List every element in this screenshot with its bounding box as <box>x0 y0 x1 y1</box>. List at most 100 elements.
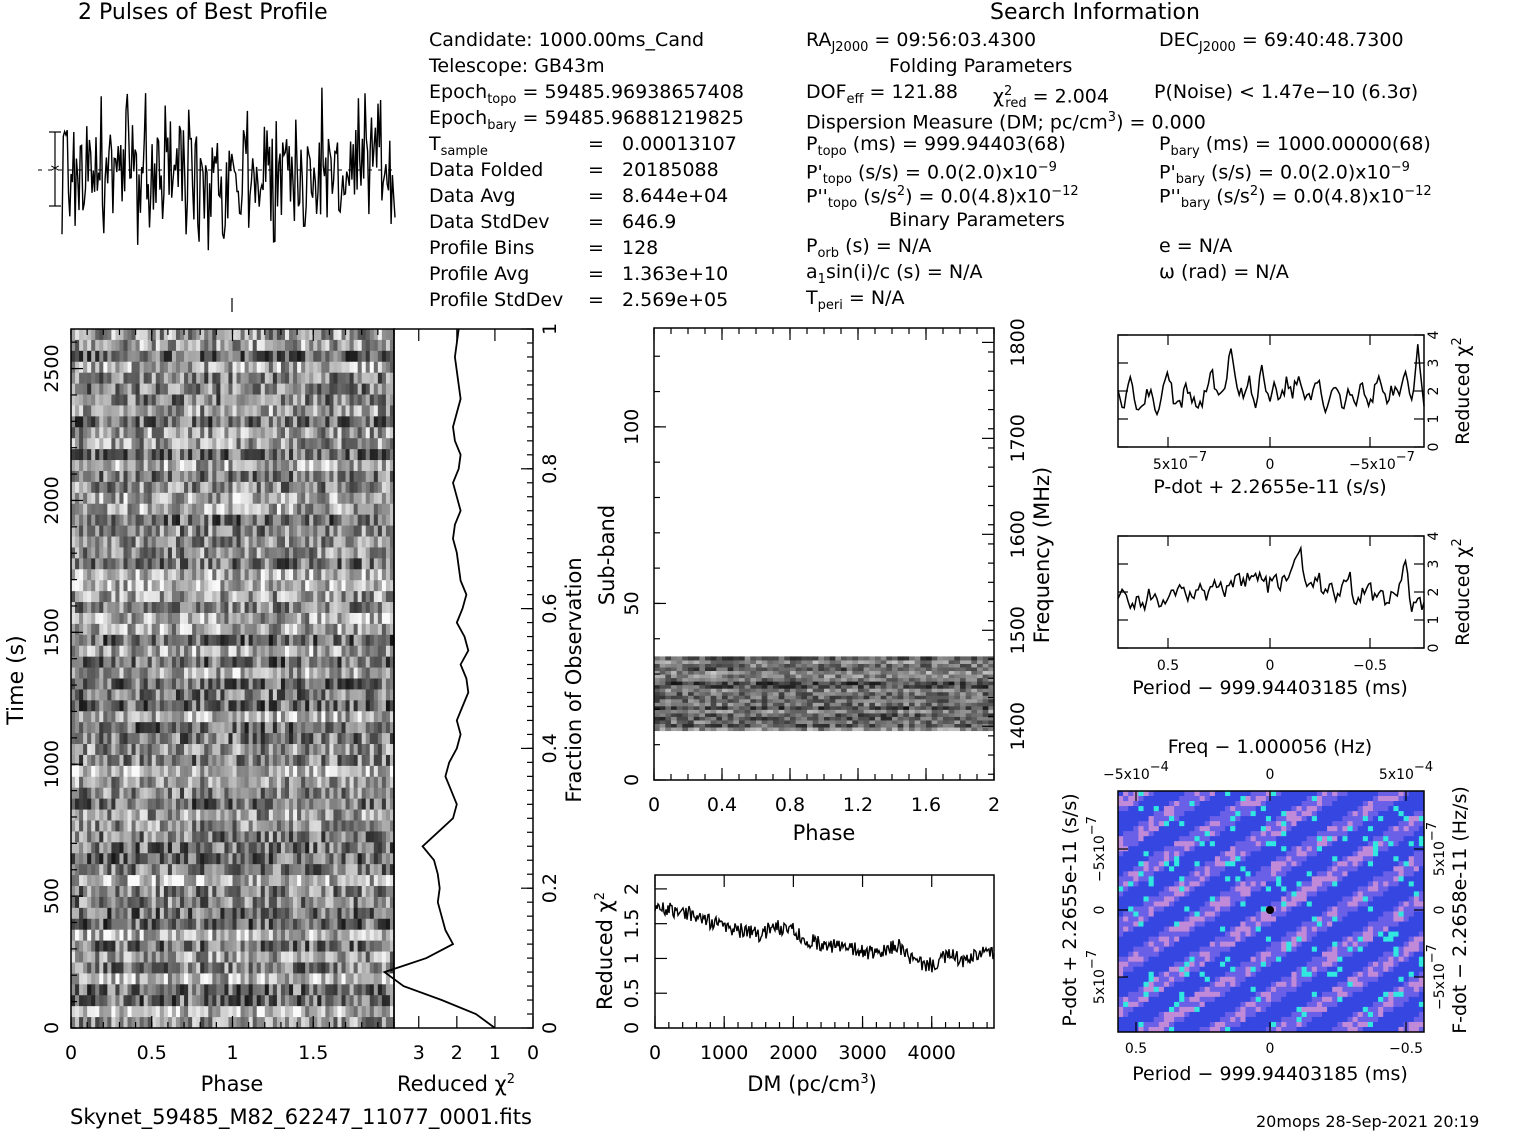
time-phase-cell <box>212 886 217 898</box>
time-phase-cell <box>325 350 330 363</box>
time-phase-cell <box>200 776 205 789</box>
time-phase-cell <box>196 809 201 822</box>
time-phase-cell <box>345 776 351 789</box>
time-phase-cell <box>79 776 84 789</box>
time-phase-cell <box>107 754 112 767</box>
time-phase-cell <box>313 383 318 396</box>
time-phase-cell <box>373 667 379 680</box>
ptopo-sub: topo <box>817 143 847 159</box>
time-phase-cell <box>309 394 314 407</box>
time-phase-cell <box>220 667 226 680</box>
time-phase-cell <box>264 864 270 876</box>
time-phase-cell <box>208 383 213 396</box>
time-phase-cell <box>188 973 193 985</box>
time-phase-cell <box>99 547 104 559</box>
time-phase-cell <box>196 492 201 505</box>
time-phase-cell <box>248 678 254 691</box>
time-phase-cell <box>212 536 217 549</box>
time-phase-cell <box>240 962 246 974</box>
time-phase-cell <box>99 864 104 876</box>
time-phase-cell <box>325 853 330 865</box>
time-phase-cell <box>143 929 149 942</box>
time-phase-cell <box>293 645 298 658</box>
time-phase-cell <box>252 809 258 822</box>
time-phase-cell <box>293 875 298 887</box>
time-phase-cell <box>143 667 149 680</box>
time-phase-cell <box>180 864 185 876</box>
time-phase-cell <box>167 875 173 887</box>
time-phase-cell <box>107 514 112 527</box>
time-phase-cell <box>240 711 246 723</box>
time-phase-cell <box>131 798 137 811</box>
time-phase-cell <box>305 886 310 898</box>
time-phase-cell <box>244 558 250 570</box>
time-phase-cell <box>71 689 76 701</box>
time-phase-cell <box>309 984 314 996</box>
time-phase-cell <box>280 776 286 789</box>
time-phase-cell <box>377 470 383 483</box>
time-phase-cell <box>224 569 230 581</box>
time-phase-cell <box>171 744 177 756</box>
time-phase-cell <box>353 449 359 461</box>
time-phase-cell <box>159 383 165 396</box>
time-phase-cell <box>289 580 294 592</box>
time-phase-cell <box>212 776 217 789</box>
time-phase-cell <box>349 886 355 898</box>
time-phase-cell <box>171 798 177 811</box>
time-phase-cell <box>361 372 367 385</box>
time-phase-cell <box>248 405 254 417</box>
time-phase-cell <box>155 558 161 570</box>
time-phase-cell <box>192 460 197 472</box>
time-phase-cell <box>163 514 169 527</box>
time-phase-cell <box>188 918 193 931</box>
time-phase-cell <box>329 918 335 931</box>
time-phase-cell <box>87 809 92 822</box>
time-phase-cell <box>127 350 133 363</box>
time-phase-cell <box>163 656 169 669</box>
time-phase-cell <box>357 700 363 712</box>
time-phase-cell <box>305 602 310 614</box>
time-phase-cell <box>361 875 367 887</box>
time-phase-cell <box>248 536 254 549</box>
time-phase-cell <box>71 711 76 723</box>
time-phase-cell <box>333 907 339 920</box>
time-phase-cell <box>317 481 322 494</box>
time-phase-cell <box>175 722 181 734</box>
time-phase-cell <box>248 787 254 800</box>
time-phase-cell <box>357 481 363 494</box>
time-phase-cell <box>240 394 246 407</box>
time-phase-cell <box>196 438 201 450</box>
time-phase-cell <box>333 460 339 472</box>
time-phase-cell <box>349 853 355 865</box>
time-phase-cell <box>163 820 169 832</box>
time-phase-cell <box>293 372 298 385</box>
time-phase-cell <box>240 831 246 843</box>
time-phase-cell <box>167 951 173 964</box>
time-phase-cell <box>79 886 84 898</box>
time-phase-cell <box>284 634 290 647</box>
time-phase-cell <box>180 427 185 439</box>
time-phase-cell <box>107 798 112 811</box>
time-phase-cell <box>276 470 282 483</box>
time-phase-cell <box>123 405 129 417</box>
time-phase-cell <box>87 438 92 450</box>
dec-value: = 69:40:48.7300 <box>1241 29 1404 51</box>
time-phase-cell <box>163 645 169 658</box>
time-phase-cell <box>71 612 76 625</box>
time-phase-cell <box>313 558 318 570</box>
time-phase-cell <box>248 503 254 516</box>
time-phase-cell <box>135 350 141 363</box>
time-phase-cell <box>180 798 185 811</box>
time-phase-cell <box>147 350 153 363</box>
time-phase-cell <box>321 711 326 723</box>
time-phase-cell <box>272 481 278 494</box>
time-phase-cell <box>91 875 96 887</box>
time-phase-cell <box>151 547 157 559</box>
time-phase-cell <box>353 820 359 832</box>
time-phase-cell <box>272 405 278 417</box>
time-phase-cell <box>305 940 310 953</box>
time-phase-cell <box>337 503 343 516</box>
time-phase-cell <box>289 514 294 527</box>
time-phase-cell <box>289 667 294 680</box>
time-phase-cell <box>309 962 314 974</box>
